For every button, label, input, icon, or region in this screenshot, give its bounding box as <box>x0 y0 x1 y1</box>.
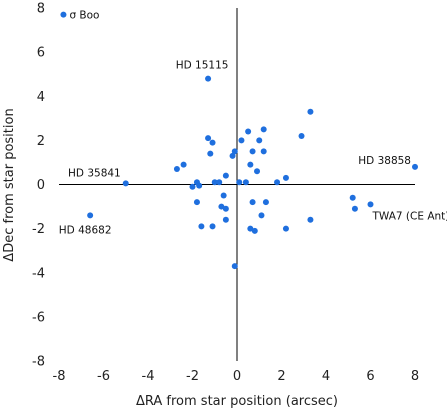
x-tick-label: -6 <box>97 369 110 384</box>
data-point <box>209 223 216 230</box>
data-point <box>258 212 265 219</box>
y-tick-label: 0 <box>37 178 45 193</box>
data-point <box>349 194 356 201</box>
data-point <box>247 225 254 232</box>
data-point <box>282 174 289 181</box>
x-tick-label: 2 <box>277 369 285 384</box>
data-point <box>205 135 212 142</box>
point-annotation-label: σ Boo <box>69 10 99 22</box>
y-tick-label: -8 <box>32 355 45 370</box>
tick-labels: -8 -6 -4 -2 0 2 4 6 8 -8 -6 -4 -2 0 2 4 6 8 <box>32 2 419 385</box>
data-point <box>231 263 238 270</box>
data-point <box>412 163 418 170</box>
data-point <box>307 216 314 223</box>
data-point <box>256 137 263 144</box>
data-point <box>209 139 216 146</box>
data-point <box>245 128 252 135</box>
data-point <box>282 225 289 232</box>
data-point <box>236 179 243 186</box>
y-tick-label: -6 <box>32 310 45 325</box>
data-point <box>218 203 225 210</box>
x-tick-label: 6 <box>366 369 374 384</box>
data-point <box>351 205 358 212</box>
data-point <box>173 166 180 173</box>
y-tick-label: 6 <box>37 46 45 61</box>
data-point <box>205 75 212 82</box>
data-point <box>274 179 281 186</box>
point-annotation-label: HD 38858 <box>358 155 411 167</box>
data-point <box>220 192 227 199</box>
data-point <box>238 137 245 144</box>
axes <box>59 8 415 361</box>
data-point <box>229 152 236 159</box>
data-point <box>222 216 229 223</box>
x-tick-label: 0 <box>233 369 241 384</box>
data-point <box>247 161 254 168</box>
data-point <box>231 148 238 155</box>
data-point <box>307 108 314 115</box>
data-point <box>262 199 269 206</box>
data-point <box>251 227 258 234</box>
point-annotation-label: HD 35841 <box>68 167 121 179</box>
data-points <box>60 11 418 270</box>
data-point <box>222 205 229 212</box>
x-tick-label: -4 <box>142 369 155 384</box>
data-point <box>222 172 229 179</box>
y-tick-label: 8 <box>37 2 45 17</box>
data-point <box>216 179 223 186</box>
data-point <box>189 183 196 190</box>
data-point <box>193 199 200 206</box>
data-point <box>260 148 267 155</box>
data-point <box>249 148 256 155</box>
x-tick-label: -2 <box>186 369 199 384</box>
data-point <box>254 168 261 175</box>
data-point <box>196 182 203 189</box>
data-point <box>260 126 267 133</box>
data-point <box>298 132 305 139</box>
x-tick-label: 4 <box>322 369 330 384</box>
data-point <box>122 180 129 187</box>
y-tick-label: 4 <box>37 90 45 105</box>
y-tick-label: -2 <box>32 222 45 237</box>
point-annotation-label: HD 15115 <box>176 60 229 72</box>
data-point <box>87 212 94 219</box>
y-tick-label: 2 <box>37 134 45 149</box>
data-point <box>60 11 67 18</box>
data-point <box>180 161 187 168</box>
x-tick-label: -8 <box>53 369 66 384</box>
data-point <box>207 150 214 157</box>
y-tick-label: -4 <box>32 266 45 281</box>
data-point <box>211 179 218 186</box>
x-tick-label: 8 <box>411 369 419 384</box>
data-point <box>198 223 205 230</box>
point-annotations: σ Boo HD 15115 HD 38858 HD 35841 HD 48682 TWA… <box>59 10 447 237</box>
y-axis-title: ΔDec from star position <box>2 108 17 261</box>
x-axis-title: ΔRA from star position (arcsec) <box>136 394 338 409</box>
data-point <box>367 201 374 208</box>
point-annotation-label: HD 48682 <box>59 224 112 236</box>
data-point <box>242 179 249 186</box>
data-point <box>249 199 256 206</box>
point-annotation-label: TWA7 (CE Ant) <box>372 210 447 222</box>
